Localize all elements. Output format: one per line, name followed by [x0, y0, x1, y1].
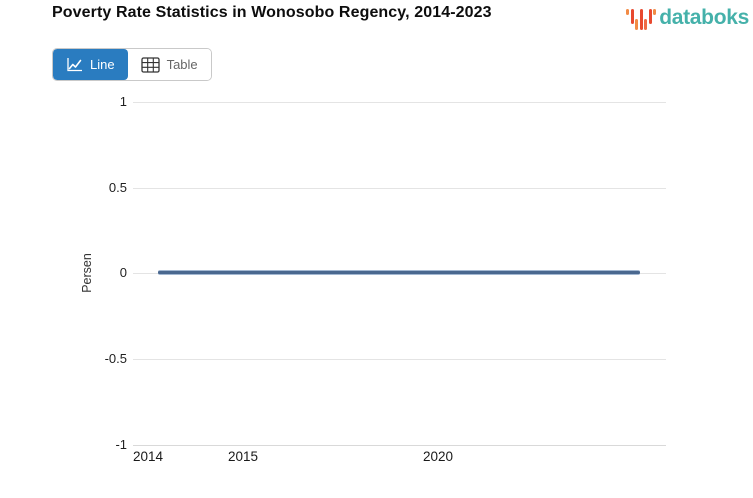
line-chart: Persen 1 0.5 0 -0.5 -1 2014 2015 2020: [0, 90, 753, 498]
databoks-logo-icon: [626, 2, 657, 34]
gridline: [133, 102, 666, 103]
line-view-button[interactable]: Line: [53, 49, 128, 80]
x-tick-label: 2015: [228, 449, 259, 464]
databoks-logo[interactable]: databoks: [626, 3, 749, 33]
x-tick-label: 2020: [423, 449, 454, 464]
gridline: [133, 445, 666, 446]
y-tick-label: -1: [115, 437, 127, 452]
line-button-label: Line: [90, 57, 115, 72]
x-tick-label: 2014: [133, 449, 164, 464]
chart-view-toggle: Line Table: [52, 48, 212, 81]
table-view-button[interactable]: Table: [127, 49, 211, 80]
table-icon: [140, 56, 160, 73]
line-chart-icon: [66, 57, 83, 72]
databoks-logo-text: databoks: [659, 6, 749, 29]
y-tick-label: 0: [119, 265, 127, 280]
y-tick-label: -0.5: [104, 351, 127, 366]
y-tick-label: 1: [119, 94, 127, 109]
table-button-label: Table: [166, 57, 198, 72]
gridline: [133, 188, 666, 189]
y-tick-label: 0.5: [108, 180, 127, 195]
page-title: Poverty Rate Statistics in Wonosobo Rege…: [52, 4, 492, 21]
gridline: [133, 359, 666, 360]
series-line-poverty-rate[interactable]: [158, 270, 640, 275]
